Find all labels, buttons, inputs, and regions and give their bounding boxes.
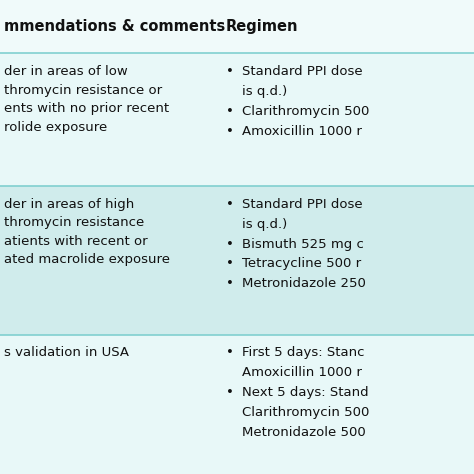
Text: der in areas of low
thromycin resistance or
ents with no prior recent
rolide exp: der in areas of low thromycin resistance… <box>4 65 169 134</box>
Text: Metronidazole 500: Metronidazole 500 <box>242 426 365 439</box>
Text: •: • <box>226 346 234 359</box>
Text: mmendations & comments: mmendations & comments <box>4 19 225 34</box>
Text: •: • <box>226 65 234 78</box>
Text: First 5 days: Stanc: First 5 days: Stanc <box>242 346 364 359</box>
Bar <box>0 186 474 335</box>
Text: der in areas of high
thromycin resistance
atients with recent or
ated macrolide : der in areas of high thromycin resistanc… <box>4 198 170 266</box>
Bar <box>0 0 474 54</box>
Text: •: • <box>226 277 234 291</box>
Text: Amoxicillin 1000 r: Amoxicillin 1000 r <box>242 366 362 379</box>
Text: Amoxicillin 1000 r: Amoxicillin 1000 r <box>242 125 362 138</box>
Text: is q.d.): is q.d.) <box>242 85 287 98</box>
Text: is q.d.): is q.d.) <box>242 218 287 231</box>
Text: •: • <box>226 257 234 271</box>
Text: Tetracycline 500 r: Tetracycline 500 r <box>242 257 361 271</box>
Text: •: • <box>226 125 234 138</box>
Text: Clarithromycin 500: Clarithromycin 500 <box>242 105 369 118</box>
Text: •: • <box>226 105 234 118</box>
Text: Clarithromycin 500: Clarithromycin 500 <box>242 406 369 419</box>
Text: Regimen: Regimen <box>225 19 298 34</box>
Bar <box>0 54 474 186</box>
Text: s validation in USA: s validation in USA <box>4 346 129 359</box>
Text: •: • <box>226 198 234 211</box>
Text: Next 5 days: Stand: Next 5 days: Stand <box>242 386 368 399</box>
Text: •: • <box>226 237 234 251</box>
Text: Metronidazole 250: Metronidazole 250 <box>242 277 365 291</box>
Text: Bismuth 525 mg c: Bismuth 525 mg c <box>242 237 364 251</box>
Text: Standard PPI dose: Standard PPI dose <box>242 198 362 211</box>
Bar <box>0 335 474 474</box>
Text: Standard PPI dose: Standard PPI dose <box>242 65 362 78</box>
Text: •: • <box>226 386 234 399</box>
